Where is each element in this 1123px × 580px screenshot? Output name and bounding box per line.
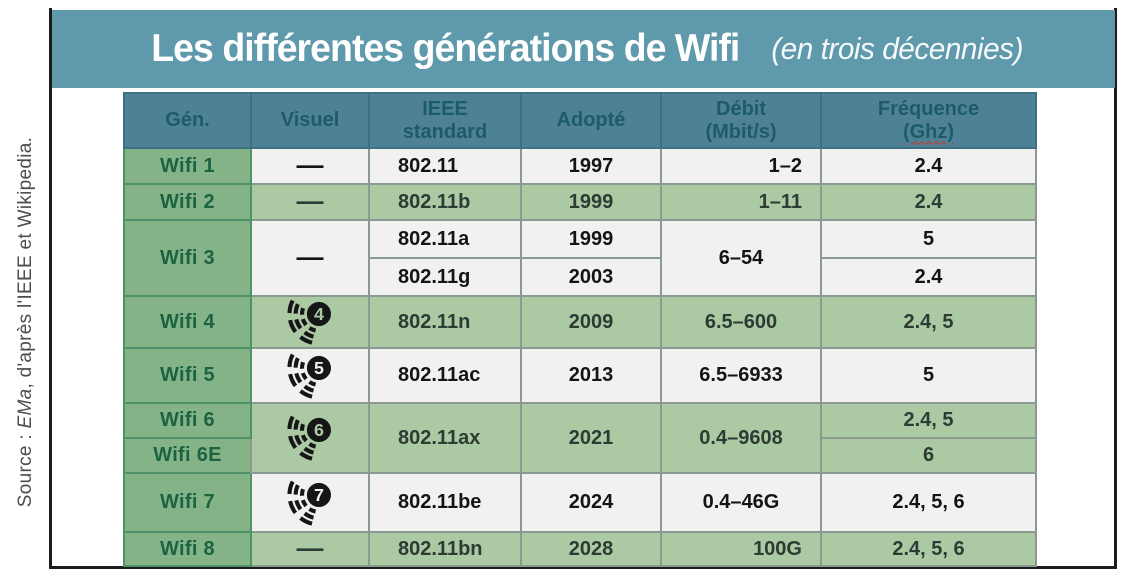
debit-cell: 0.4–46G xyxy=(660,472,822,533)
col-header-debit: Débit (Mbit/s) xyxy=(660,92,822,149)
adopte-cell: 1999 xyxy=(520,183,662,221)
ieee-cell: 802.11n xyxy=(368,295,522,349)
svg-text:7: 7 xyxy=(314,485,324,505)
ieee-cell: 802.11 xyxy=(368,147,522,185)
ieee-cell: 802.11bn xyxy=(368,531,522,567)
debit-cell: 1–11 xyxy=(660,183,822,221)
no-logo-dash: — xyxy=(250,531,370,567)
freq-cell: 2.4, 5, 6 xyxy=(820,531,1037,567)
adopte-cell: 2013 xyxy=(520,347,662,404)
freq-cell: 2.4, 5 xyxy=(820,402,1037,439)
gen-cell: Wifi 1 xyxy=(123,147,252,185)
col-header-ieee-standard: IEEE standard xyxy=(368,92,522,149)
wifi-4-logo-icon: 4 xyxy=(250,295,370,349)
figure-title: Les différentes générations de Wifi xyxy=(150,27,740,70)
no-logo-dash: — xyxy=(250,147,370,185)
debit-cell: 100G xyxy=(660,531,822,567)
svg-text:5: 5 xyxy=(314,358,324,378)
adopte-cell: 2009 xyxy=(520,295,662,349)
figure-subtitle: (en trois décennies) xyxy=(771,31,1024,66)
adopte-cell: 1997 xyxy=(520,147,662,185)
freq-cell: 5 xyxy=(820,219,1037,259)
freq-cell: 2.4 xyxy=(820,257,1037,297)
adopte-cell: 1999 xyxy=(520,219,662,259)
wifi-7-logo-icon: 7 xyxy=(250,472,370,533)
ieee-cell: 802.11b xyxy=(368,183,522,221)
table-row-wifi-1: Wifi 1 — 802.11 1997 1–2 2.4 xyxy=(123,147,1037,185)
gen-cell: Wifi 6E xyxy=(123,437,252,474)
ieee-cell: 802.11g xyxy=(368,257,522,297)
wifi-generation-logo: 7 xyxy=(287,480,331,526)
freq-cell: 5 xyxy=(820,347,1037,404)
col-header-gen: Gén. xyxy=(123,92,252,149)
debit-cell: 1–2 xyxy=(660,147,822,185)
no-logo-dash: — xyxy=(250,219,370,297)
wifi-6-logo-icon: 6 xyxy=(250,402,370,474)
debit-cell: 6.5–600 xyxy=(660,295,822,349)
source-publication: EMa xyxy=(15,388,36,429)
ieee-cell: 802.11ac xyxy=(368,347,522,404)
wifi-5-logo-icon: 5 xyxy=(250,347,370,404)
freq-cell: 6 xyxy=(820,437,1037,474)
ieee-cell: 802.11ax xyxy=(368,402,522,474)
no-logo-dash: — xyxy=(250,183,370,221)
freq-cell: 2.4, 5 xyxy=(820,295,1037,349)
debit-cell: 6.5–6933 xyxy=(660,347,822,404)
table-row-wifi-6e: Wifi 6E 6 xyxy=(123,437,1037,474)
adopte-cell: 2021 xyxy=(520,402,662,474)
table-header-row: Gén. Visuel IEEE standard Adopté Débit (… xyxy=(123,92,1037,149)
svg-text:4: 4 xyxy=(314,304,324,324)
col-header-adopte: Adopté xyxy=(520,92,662,149)
adopte-cell: 2003 xyxy=(520,257,662,297)
table-row-wifi-5: Wifi 5 5 802.11ac 2013 6.5–6933 5 xyxy=(123,347,1037,404)
table-row-wifi-3a: Wifi 3 — 802.11a 1999 6–54 5 xyxy=(123,219,1037,297)
adopte-cell: 2028 xyxy=(520,531,662,567)
gen-cell: Wifi 8 xyxy=(123,531,252,567)
wifi-generation-logo: 6 xyxy=(287,415,331,462)
wifi-generation-logo: 5 xyxy=(287,353,331,399)
ghz-label: (Ghz) xyxy=(902,120,955,143)
col-header-visuel: Visuel xyxy=(250,92,370,149)
freq-cell: 2.4 xyxy=(820,147,1037,185)
table-row-wifi-8: Wifi 8 — 802.11bn 2028 100G 2.4, 5, 6 xyxy=(123,531,1037,567)
gen-cell: Wifi 5 xyxy=(123,347,252,404)
gen-cell: Wifi 6 xyxy=(123,402,252,439)
source-prefix: Source : xyxy=(15,428,36,508)
wifi-generation-logo: 4 xyxy=(287,299,331,346)
ieee-cell: 802.11a xyxy=(368,219,522,259)
freq-cell: 2.4 xyxy=(820,183,1037,221)
source-credit: Source : EMa, d'après l'IEEE et Wikipedi… xyxy=(15,137,37,507)
gen-cell: Wifi 3 xyxy=(123,219,252,297)
table-row-wifi-7: Wifi 7 7 802.11be 2024 0.4–46G 2.4, 5, 6 xyxy=(123,472,1037,533)
ieee-cell: 802.11be xyxy=(368,472,522,533)
wifi-generations-table: Gén. Visuel IEEE standard Adopté Débit (… xyxy=(123,92,1037,567)
svg-text:6: 6 xyxy=(314,420,324,440)
debit-cell: 0.4–9608 xyxy=(660,402,822,474)
gen-cell: Wifi 4 xyxy=(123,295,252,349)
gen-cell: Wifi 7 xyxy=(123,472,252,533)
table-row-wifi-2: Wifi 2 — 802.11b 1999 1–11 2.4 xyxy=(123,183,1037,221)
table-row-wifi-6: Wifi 6 6 802.11ax 2021 0.4–9608 2.4, 5 xyxy=(123,402,1037,474)
table-row-wifi-3b: 802.11g 2003 2.4 xyxy=(124,257,1037,297)
title-bar: Les différentes générations de Wifi (en … xyxy=(52,10,1115,88)
gen-cell: Wifi 2 xyxy=(123,183,252,221)
source-suffix: , d'après l'IEEE et Wikipedia. xyxy=(15,136,36,389)
adopte-cell: 2024 xyxy=(520,472,662,533)
freq-cell: 2.4, 5, 6 xyxy=(820,472,1037,533)
table-row-wifi-4: Wifi 4 4 802.11n 2009 6.5–600 2.4, 5 xyxy=(123,295,1037,349)
debit-cell: 6–54 xyxy=(660,219,822,297)
col-header-frequence: Fréquence (Ghz) xyxy=(820,92,1037,149)
